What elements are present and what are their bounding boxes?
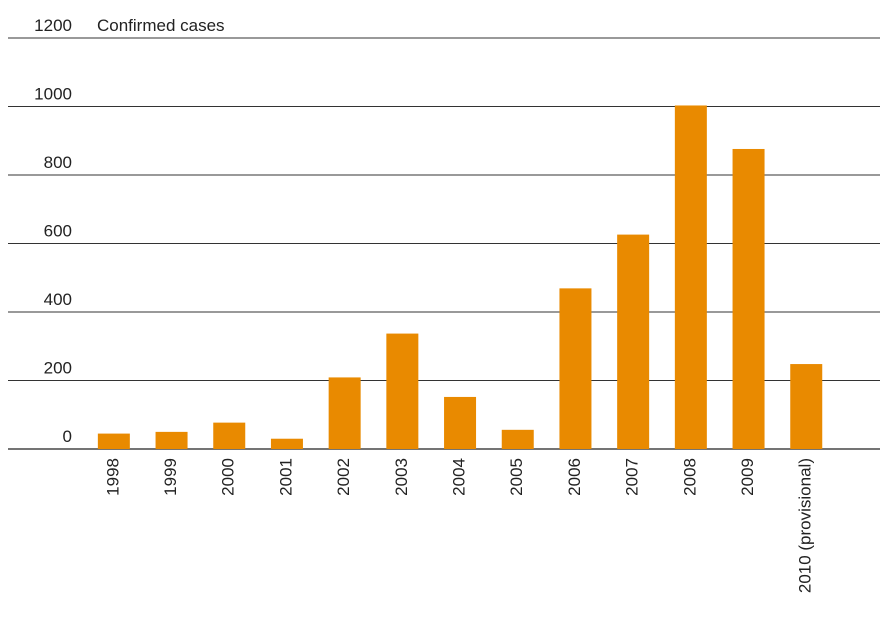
y-tick-labels: 0 200 400 600 800 1000 1200 (34, 16, 72, 446)
y-axis-title: Confirmed cases (97, 16, 225, 35)
bars (97, 105, 823, 449)
bar-2002 (328, 377, 361, 449)
x-tick-label-2007: 2007 (623, 458, 642, 496)
bar-2000 (213, 422, 246, 449)
bar-2007 (617, 234, 650, 449)
bar-1998 (97, 433, 130, 449)
x-tick-label-1999: 1999 (161, 458, 180, 496)
x-tick-label-2010: 2010 (provisional) (796, 458, 815, 593)
x-tick-label-2005: 2005 (507, 458, 526, 496)
x-tick-label-2008: 2008 (680, 458, 699, 496)
x-tick-label-2009: 2009 (738, 458, 757, 496)
bar-2005 (501, 429, 534, 449)
bar-2008 (674, 105, 707, 449)
x-tick-label-2000: 2000 (219, 458, 238, 496)
x-tick-labels: 1998 1999 2000 2001 2002 2003 2004 2005 2006 2007… (103, 458, 814, 593)
x-tick-label-2002: 2002 (334, 458, 353, 496)
bar-2010 (790, 364, 823, 449)
y-tick-label-0: 0 (63, 427, 72, 446)
y-tick-label-1200: 1200 (34, 16, 72, 35)
y-tick-label-1000: 1000 (34, 85, 72, 104)
x-tick-label-2006: 2006 (565, 458, 584, 496)
x-tick-label-2003: 2003 (392, 458, 411, 496)
bar-2009 (732, 148, 765, 449)
x-tick-label-2004: 2004 (450, 458, 469, 496)
y-tick-label-200: 200 (44, 359, 72, 378)
bar-1999 (155, 431, 188, 449)
bar-2004 (444, 396, 477, 449)
bar-2001 (270, 438, 303, 449)
y-tick-label-600: 600 (44, 222, 72, 241)
bar-2003 (386, 333, 419, 449)
x-tick-label-2001: 2001 (276, 458, 295, 496)
y-tick-label-400: 400 (44, 290, 72, 309)
x-tick-label-1998: 1998 (103, 458, 122, 496)
bar-2006 (559, 288, 592, 449)
y-tick-label-800: 800 (44, 153, 72, 172)
